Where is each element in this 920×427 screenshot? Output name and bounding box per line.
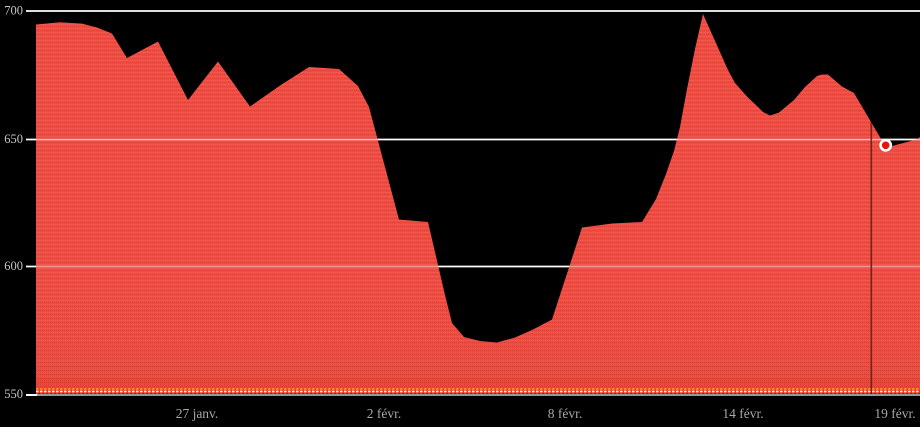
svg-text:550: 550: [4, 387, 23, 401]
svg-text:8 févr.: 8 févr.: [548, 406, 583, 421]
svg-text:14 févr.: 14 févr.: [722, 406, 763, 421]
svg-text:27 janv.: 27 janv.: [176, 406, 219, 421]
svg-text:19 févr.: 19 févr.: [874, 406, 915, 421]
svg-text:650: 650: [4, 132, 23, 146]
svg-text:700: 700: [4, 4, 23, 18]
svg-text:2 févr.: 2 févr.: [367, 406, 402, 421]
svg-text:600: 600: [4, 259, 23, 273]
